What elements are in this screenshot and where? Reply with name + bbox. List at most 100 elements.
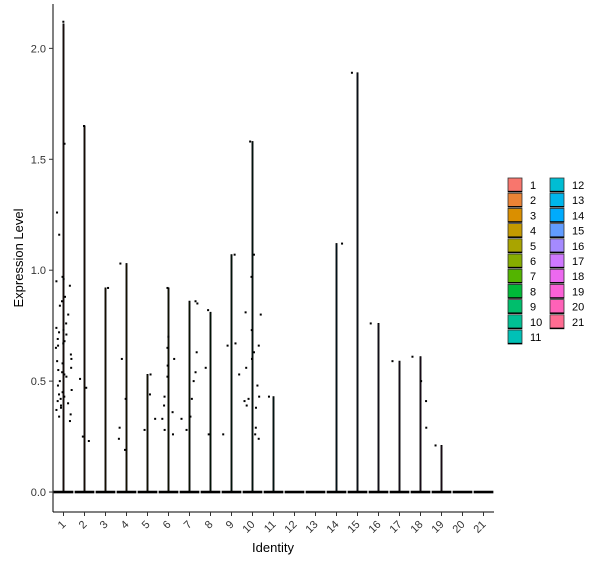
legend-item-6: 6 bbox=[507, 253, 536, 269]
data-point bbox=[70, 366, 73, 369]
x-tick-label: 3 bbox=[98, 519, 111, 532]
data-point bbox=[194, 371, 197, 374]
data-point bbox=[85, 386, 88, 389]
legend-key bbox=[549, 283, 565, 299]
violin-base-13 bbox=[305, 490, 326, 494]
data-point bbox=[107, 286, 110, 289]
legend-label: 16 bbox=[572, 241, 584, 253]
data-point bbox=[118, 426, 121, 429]
data-point bbox=[63, 395, 66, 398]
data-point bbox=[60, 404, 63, 407]
violin-19 bbox=[431, 445, 452, 494]
legend-item-5: 5 bbox=[507, 238, 536, 254]
data-point bbox=[243, 400, 246, 403]
legend-item-18: 18 bbox=[549, 268, 584, 284]
violin-tail-2 bbox=[83, 125, 86, 493]
data-point bbox=[81, 435, 84, 438]
violin-2 bbox=[74, 125, 95, 494]
violin-6 bbox=[158, 287, 179, 494]
legend-key bbox=[549, 207, 565, 223]
legend-key bbox=[507, 177, 523, 193]
data-point bbox=[163, 404, 166, 407]
violin-tail-18 bbox=[419, 356, 422, 493]
data-point bbox=[250, 275, 253, 278]
data-point bbox=[192, 380, 195, 383]
legend-key bbox=[507, 238, 523, 254]
data-point bbox=[180, 417, 183, 420]
legend-label: 3 bbox=[530, 210, 536, 222]
data-point bbox=[79, 377, 82, 380]
legend-label: 6 bbox=[530, 256, 536, 268]
data-point bbox=[148, 393, 151, 396]
data-point bbox=[63, 340, 66, 343]
data-point bbox=[341, 242, 344, 245]
data-point bbox=[61, 371, 64, 374]
violin-tail-8 bbox=[209, 311, 212, 493]
y-tick-label: 0.5 bbox=[31, 376, 46, 388]
violin-base-5 bbox=[137, 490, 158, 494]
legend-label: 21 bbox=[572, 317, 584, 329]
data-point bbox=[83, 125, 86, 128]
y-tick-label: 1.0 bbox=[31, 265, 46, 277]
data-point bbox=[65, 375, 68, 378]
data-point bbox=[70, 357, 73, 360]
data-point bbox=[59, 397, 62, 400]
data-point bbox=[204, 366, 207, 369]
y-axis-ticks: 0.0 0.5 1.0 1.5 2.0 bbox=[31, 43, 53, 499]
data-point bbox=[59, 406, 62, 409]
violin-tail-4 bbox=[125, 263, 128, 493]
data-point bbox=[250, 329, 253, 332]
violin-base-12 bbox=[284, 490, 305, 494]
data-point bbox=[190, 397, 193, 400]
data-point bbox=[65, 322, 68, 325]
points-10 bbox=[243, 140, 262, 440]
x-tick-label: 8 bbox=[203, 519, 216, 532]
violin-tail-19 bbox=[440, 445, 443, 493]
data-point bbox=[233, 253, 236, 256]
legend-key bbox=[507, 253, 523, 269]
data-point bbox=[62, 20, 65, 23]
x-tick-label: 14 bbox=[324, 519, 341, 536]
data-point bbox=[57, 369, 60, 372]
data-point bbox=[58, 233, 61, 236]
violin-base-2 bbox=[74, 490, 95, 494]
legend-key bbox=[507, 329, 523, 345]
legend-item-16: 16 bbox=[549, 238, 584, 254]
legend-item-4: 4 bbox=[507, 223, 536, 239]
legend-item-17: 17 bbox=[549, 253, 584, 269]
data-point bbox=[425, 400, 428, 403]
data-point bbox=[55, 280, 58, 283]
data-point bbox=[54, 346, 57, 349]
legend-label: 2 bbox=[530, 195, 536, 207]
violin-base-3 bbox=[95, 490, 116, 494]
x-tick-label: 6 bbox=[161, 519, 174, 532]
legend-key bbox=[507, 283, 523, 299]
data-point bbox=[161, 417, 164, 420]
data-point bbox=[63, 142, 66, 145]
violin-tail-1 bbox=[62, 23, 65, 493]
data-point bbox=[70, 388, 73, 391]
data-point bbox=[245, 366, 248, 369]
legend-label: 20 bbox=[572, 302, 584, 314]
legend-label: 4 bbox=[530, 226, 536, 238]
legend-key bbox=[549, 238, 565, 254]
data-point bbox=[58, 415, 61, 418]
data-point bbox=[166, 364, 169, 367]
legend-label: 11 bbox=[530, 332, 541, 344]
data-point bbox=[254, 433, 257, 436]
data-point bbox=[250, 357, 253, 360]
x-tick-label: 5 bbox=[140, 519, 153, 532]
data-point bbox=[411, 355, 414, 358]
data-point bbox=[196, 302, 199, 305]
data-point bbox=[207, 433, 210, 436]
violin-tail-3 bbox=[104, 287, 107, 493]
data-point bbox=[117, 437, 120, 440]
violin-tail-7 bbox=[188, 300, 191, 493]
data-point bbox=[67, 402, 70, 405]
legend-label: 12 bbox=[572, 180, 584, 192]
x-tick-label: 18 bbox=[408, 519, 425, 536]
violin-base-16 bbox=[368, 490, 389, 494]
violin-20 bbox=[452, 490, 473, 494]
data-point bbox=[245, 404, 248, 407]
legend-item-7: 7 bbox=[507, 268, 536, 284]
